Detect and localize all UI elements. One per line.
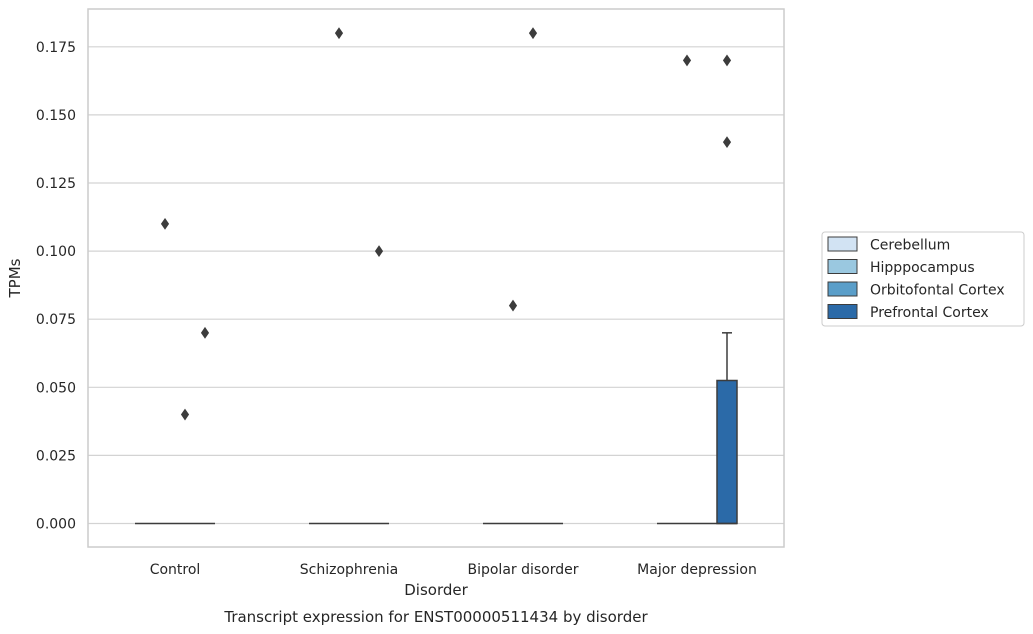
boxes [135,332,738,525]
legend: Cerebellum Hipppocampus Orbitofontal Corte… [821,231,1025,327]
y-tick-label: 0.175 [36,40,76,56]
legend-label: Prefrontal Cortex [870,305,989,321]
legend-swatch [827,304,858,319]
legend-swatch [827,236,858,252]
y-tick-label: 0.000 [36,517,76,533]
legend-swatch [827,281,858,297]
outlier-point [722,54,732,67]
legend-swatch [827,259,858,274]
figure-caption: Transcript expression for ENST0000051143… [223,608,648,626]
legend-label: Orbitofontal Cortex [870,283,1005,299]
legend-label: Hipppocampus [870,260,975,276]
outliers [160,27,732,421]
y-tick-labels: 0.000 0.025 0.050 0.075 0.100 0.125 0.150 0.175 [36,40,76,533]
outlier-point [334,27,344,40]
x-tick-labels: Control Schizophrenia Bipolar disorder Majo… [150,562,757,578]
y-tick-label: 0.150 [36,108,76,124]
y-tick-label: 0.125 [36,176,76,192]
plot-area-border [87,8,785,548]
outlier-point [200,326,210,339]
outlier-point [528,27,538,40]
x-tick-label: Bipolar disorder [467,562,578,578]
y-axis-title: TPMs [6,258,24,298]
x-tick-label: Major depression [637,562,757,578]
y-tick-label: 0.050 [36,380,76,396]
x-tick-label: Schizophrenia [300,562,398,578]
grid-lines [88,46,784,525]
x-tick-label: Control [150,562,201,578]
box [716,379,738,525]
legend-label: Cerebellum [870,238,950,254]
outlier-point [508,299,518,312]
outlier-point [180,408,190,421]
outlier-point [374,245,384,258]
outlier-point [682,54,692,67]
outlier-point [160,217,170,230]
x-axis-title: Disorder [404,581,468,599]
outlier-point [722,136,732,149]
y-tick-label: 0.075 [36,312,76,328]
legend-frame [821,231,1025,327]
y-tick-label: 0.025 [36,448,76,464]
y-tick-label: 0.100 [36,244,76,260]
